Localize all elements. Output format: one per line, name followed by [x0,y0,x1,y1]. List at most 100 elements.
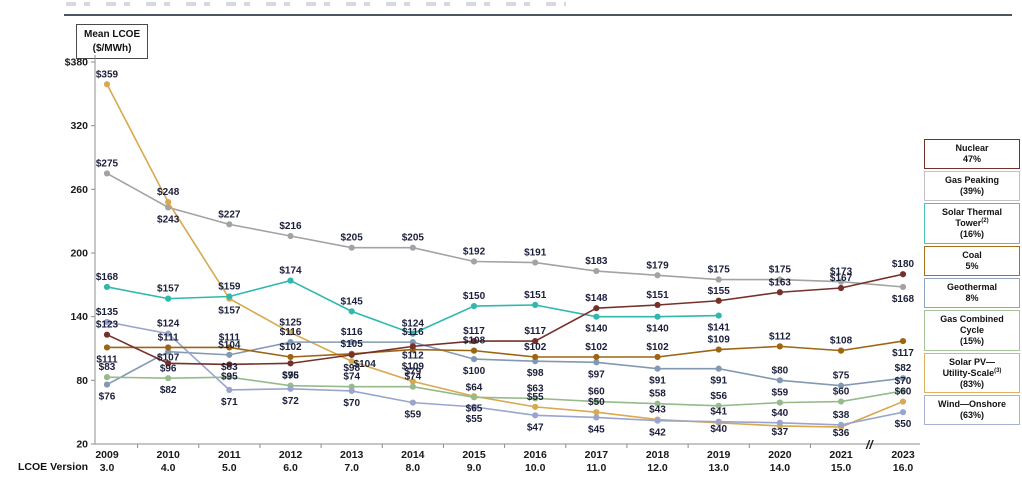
x-axis-title: LCOE Version [18,461,89,473]
data-label-solar-pv-utility-scale: $98 [343,363,360,374]
data-label-solar-thermal-tower: $151 [524,290,547,301]
data-point [103,381,111,388]
series-wind-onshore [103,318,907,428]
series-line-geothermal [106,341,904,387]
x-tick-version: 4.0 [161,462,176,474]
data-label-gas-combined-cycle: $74 [343,372,360,383]
data-point [226,293,233,300]
series-line-wind-onshore [106,321,904,426]
data-label-gas-peaking: $205 [341,233,364,244]
data-label-nuclear: $155 [708,286,731,297]
data-label-gas-peaking: $173 [830,267,853,278]
x-tick-version: 11.0 [586,462,606,474]
data-label-gas-peaking: $275 [96,158,119,169]
data-point [103,81,111,88]
x-tick-year: 2014 [401,449,425,461]
data-point [165,330,172,337]
data-point [776,289,783,296]
series-solar-thermal-tower [103,277,722,337]
data-point [899,283,907,291]
data-label-nuclear: $151 [646,290,669,301]
y-axis-title-line2: ($/MWh) [92,42,132,54]
data-point [287,277,294,284]
x-tick-year: 2011 [218,449,241,461]
data-point [593,313,600,320]
y-tick-label: 200 [70,248,88,260]
data-point [226,374,233,381]
data-label-solar-thermal-tower: $150 [463,291,486,302]
data-point [470,258,478,265]
data-point [348,387,355,395]
legend-percent: 47% [962,153,981,164]
data-label-gas-combined-cycle: $60 [833,387,850,398]
legend-item-gas-combined-cycle: Gas Combined Cycle (15%) [924,309,1020,351]
data-label-nuclear: $123 [96,320,119,331]
data-label-gas-combined-cycle: $56 [710,391,727,402]
data-label-geothermal: $116 [402,327,424,338]
data-point [593,267,600,275]
data-label-nuclear: $117 [463,326,485,337]
legend-item-solar-pv-utility-scale: Solar PV— Utility-Scale(3) (83%) [924,352,1020,394]
data-label-wind-onshore: $55 [466,414,483,425]
x-tick-version: 16.0 [893,462,914,474]
data-label-gas-peaking: $205 [402,233,425,244]
data-label-gas-combined-cycle: $70 [895,376,912,387]
data-label-solar-pv-utility-scale: $65 [466,403,483,414]
y-tick-label: 320 [70,120,88,132]
legend-footnote-marker: (3) [994,367,1002,374]
data-point [470,347,478,354]
legend-item-geothermal: Geothermal 8% [924,277,1020,308]
series-gas-peaking [103,170,907,291]
data-point [287,360,294,367]
data-point [899,375,907,382]
data-label-wind-onshore: $38 [833,410,850,421]
data-label-coal: $111 [219,332,241,343]
x-tick-version: 14.0 [770,462,791,474]
data-point [899,337,907,345]
legend-percent: 5% [965,260,979,271]
x-tick-version: 8.0 [406,462,421,474]
data-label-nuclear: $112 [402,350,424,361]
data-point [837,398,845,405]
legend-footnote-marker: (2) [981,217,989,224]
data-label-solar-pv-utility-scale: $359 [96,69,119,80]
data-point [593,398,600,405]
data-label-solar-thermal-tower: $145 [341,296,364,307]
x-tick-year: 2020 [768,449,792,461]
legend-label: Solar PV— [948,356,995,367]
data-point [837,421,845,428]
data-label-geothermal: $116 [280,327,302,338]
data-label-wind-onshore: $47 [527,422,544,433]
legend: Nuclear 47% Gas Peaking (39%) Solar Thermal T… [924,139,1020,427]
data-label-coal: $105 [341,339,364,350]
data-point [470,394,478,401]
x-tick-year: 2017 [585,449,609,461]
data-label-geothermal: $80 [772,365,789,376]
x-tick-year: 2016 [524,449,548,461]
data-label-solar-thermal-tower: $124 [402,319,425,330]
data-label-solar-pv-utility-scale: $55 [527,392,544,403]
data-point [348,339,355,346]
axis-break: // [865,438,874,452]
x-tick-version: 7.0 [344,462,359,474]
data-label-solar-thermal-tower: $141 [708,323,731,334]
data-label-wind-onshore: $42 [649,428,666,439]
data-point [470,403,478,410]
data-point [409,399,416,406]
x-tick-year: 2019 [707,449,731,461]
data-point [654,365,661,372]
legend-percent: 8% [965,292,979,303]
data-label-wind-onshore: $70 [343,398,360,409]
x-tick-version: 3.0 [100,462,115,474]
data-label-gas-combined-cycle: $64 [466,382,483,393]
data-point [348,308,355,315]
data-label-geothermal: $97 [588,369,605,380]
legend-label: Coal [962,249,982,260]
data-label-nuclear: $96 [160,363,177,374]
data-label-gas-peaking: $227 [218,209,241,220]
data-point [226,361,233,368]
data-point [165,348,172,355]
data-point [103,331,111,338]
x-tick-version: 15.0 [831,462,852,474]
